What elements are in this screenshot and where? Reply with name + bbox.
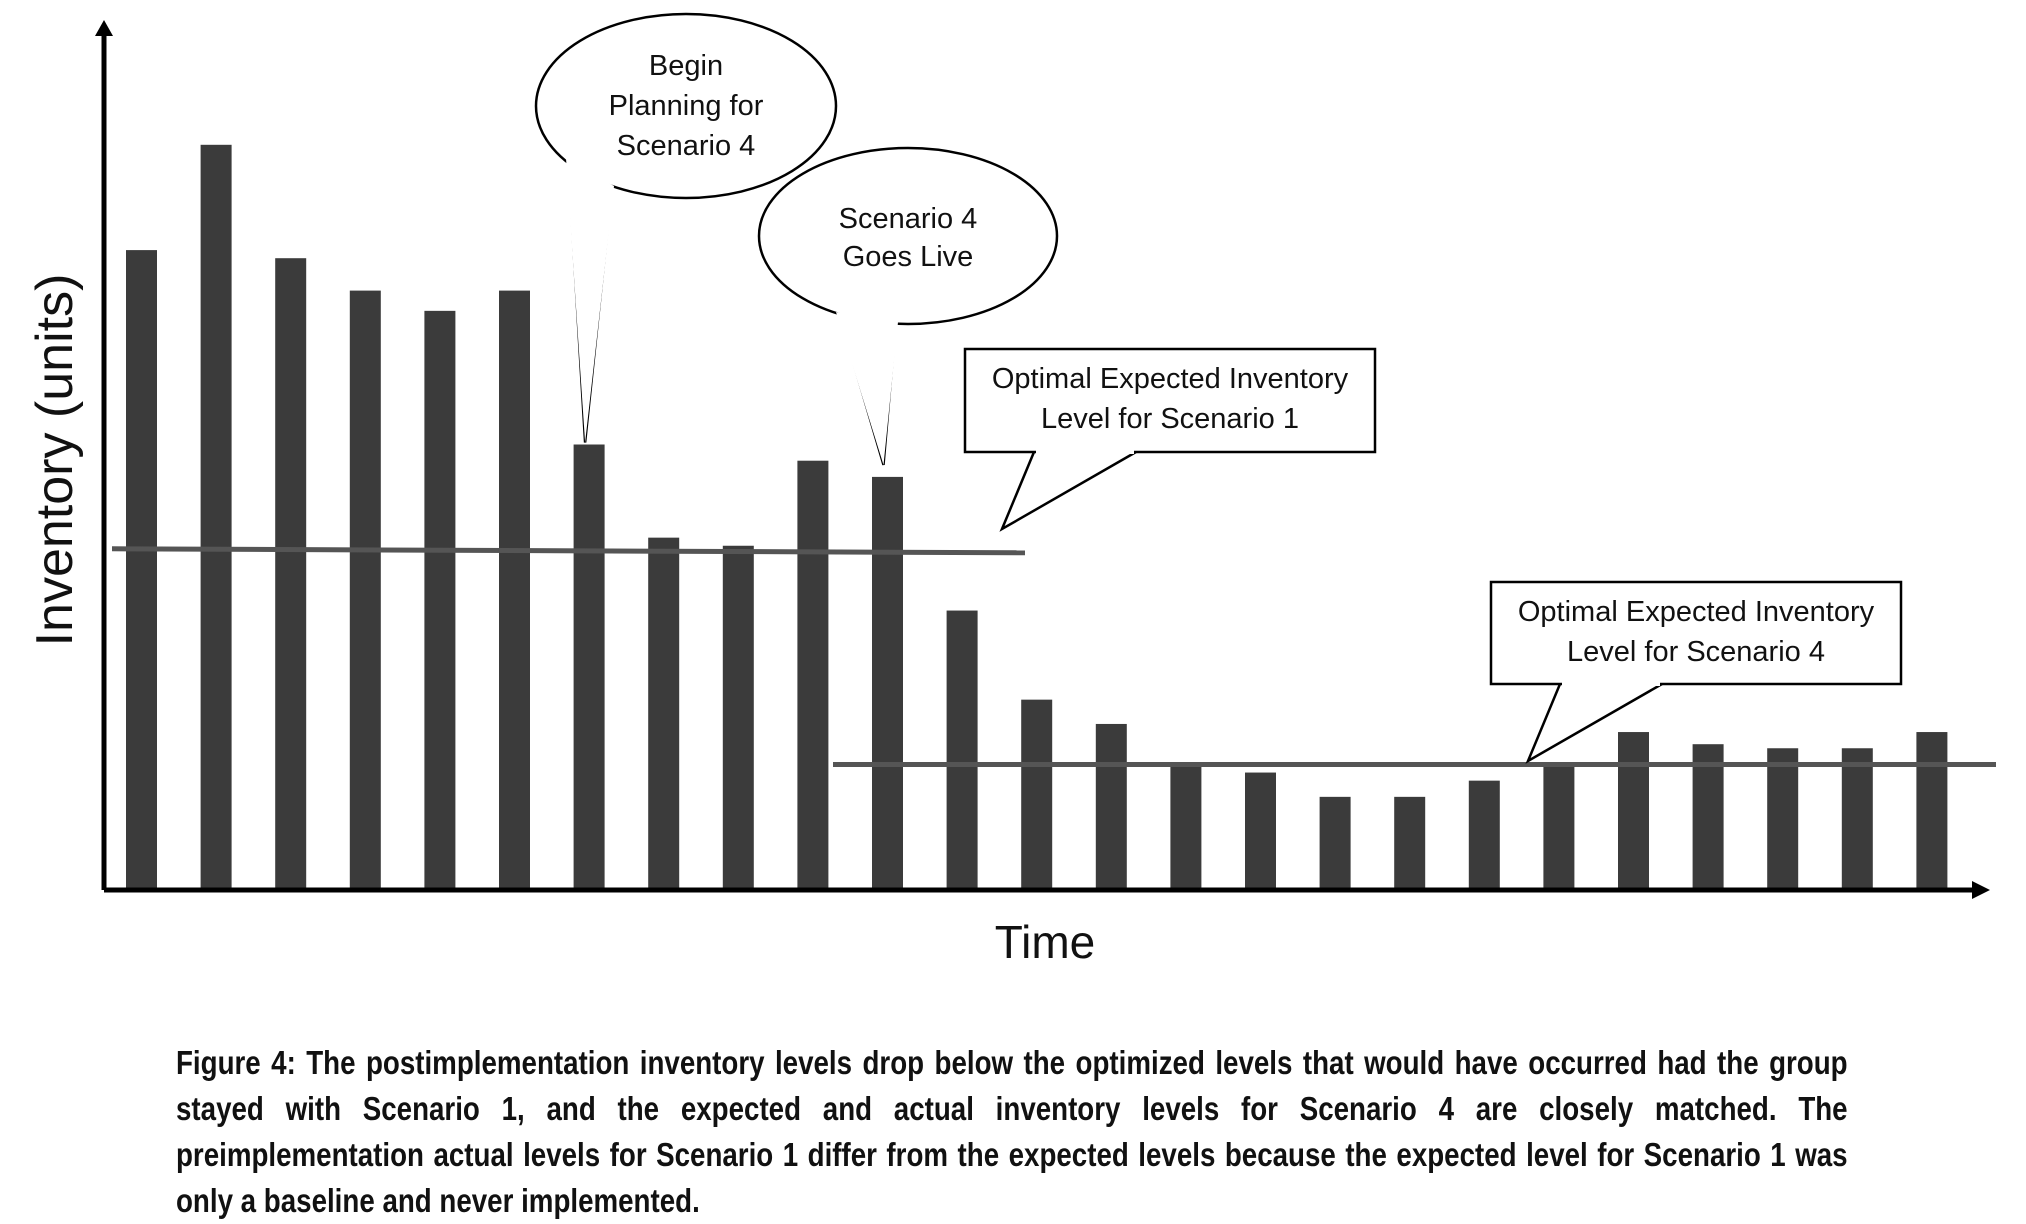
scenario4-callout-box xyxy=(1489,580,1903,686)
bar-5 xyxy=(424,310,456,891)
begin-planning-text-line-1: Begin xyxy=(649,50,723,82)
bar-15 xyxy=(1170,764,1202,890)
bars-group xyxy=(126,144,1948,891)
scenario1-level-callout: Optimal Expected Inventory Level for Scen… xyxy=(963,347,1377,532)
bar-6 xyxy=(499,290,530,891)
begin-planning-text-line-3: Scenario 4 xyxy=(617,130,756,162)
goes-live-text-line-2: Goes Live xyxy=(843,241,974,273)
bar-20 xyxy=(1543,764,1575,890)
bar-2 xyxy=(200,144,232,891)
goes-live-callout: Scenario 4 Goes Live xyxy=(757,146,1059,466)
scenario4-callout-text-line-1: Optimal Expected Inventory xyxy=(1518,596,1875,628)
bar-23 xyxy=(1767,748,1799,890)
bar-7 xyxy=(573,444,605,890)
scenario1-level-line xyxy=(111,546,1026,556)
goes-live-bubble xyxy=(757,146,1059,326)
scenario4-callout-tail xyxy=(1525,682,1663,764)
y-axis-label: Inventory (units) xyxy=(26,274,84,647)
bar-21 xyxy=(1618,732,1649,890)
bar-17 xyxy=(1319,796,1351,890)
bar-19 xyxy=(1468,780,1500,890)
x-axis-label: Time xyxy=(995,916,1096,968)
bar-11 xyxy=(872,476,903,890)
bar-1 xyxy=(126,250,157,891)
begin-planning-tail-fill xyxy=(566,158,614,443)
y-axis-arrow xyxy=(95,20,113,36)
bar-4 xyxy=(349,290,381,891)
goes-live-text-line-1: Scenario 4 xyxy=(839,203,978,235)
reference-lines-group xyxy=(111,546,1996,767)
callouts-group: Begin Planning for Scenario 4 Scenario 4 Goe… xyxy=(534,12,1903,764)
bar-8 xyxy=(648,537,680,890)
bar-22 xyxy=(1692,744,1724,890)
bar-10 xyxy=(797,460,829,890)
scenario4-callout-text-line-2: Level for Scenario 4 xyxy=(1567,636,1825,668)
scenario1-callout-box xyxy=(963,347,1377,454)
goes-live-tail-fill xyxy=(836,312,898,465)
bar-3 xyxy=(275,258,307,890)
scenario1-callout-text-line-1: Optimal Expected Inventory xyxy=(992,363,1349,395)
axes-group xyxy=(95,20,1990,899)
scenario1-callout-tail xyxy=(999,450,1137,532)
bar-24 xyxy=(1841,748,1873,890)
bar-18 xyxy=(1394,796,1426,890)
scenario4-level-callout: Optimal Expected Inventory Level for Scen… xyxy=(1489,580,1903,764)
bar-12 xyxy=(946,610,978,890)
bar-25 xyxy=(1916,732,1948,890)
x-axis-arrow xyxy=(1972,881,1990,899)
begin-planning-text-line-2: Planning for xyxy=(609,90,764,122)
figure-caption: Figure 4: The postimplementation invento… xyxy=(176,1044,1848,1219)
begin-planning-callout: Begin Planning for Scenario 4 xyxy=(534,12,838,443)
bar-9 xyxy=(722,545,754,890)
bar-13 xyxy=(1021,699,1053,890)
begin-planning-bubble xyxy=(534,12,838,200)
scenario1-callout-text-line-2: Level for Scenario 1 xyxy=(1041,403,1299,435)
bar-14 xyxy=(1095,723,1127,890)
bar-16 xyxy=(1245,772,1276,890)
